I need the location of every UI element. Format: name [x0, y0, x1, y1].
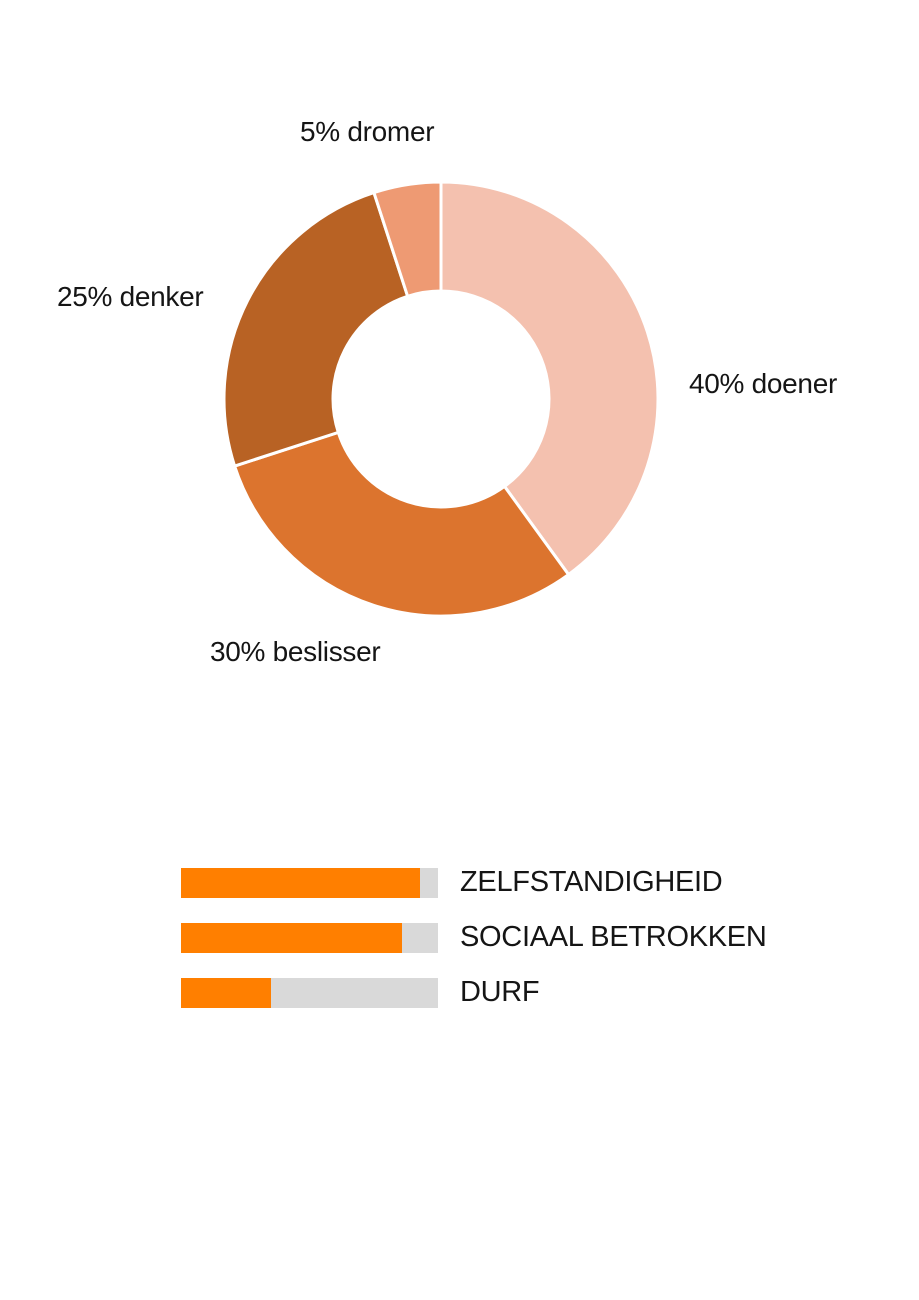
bar-fill	[181, 923, 403, 953]
donut-chart	[222, 180, 660, 618]
skill-bar-zelfstandigheid: ZELFSTANDIGHEID	[181, 866, 781, 898]
donut-slice-dromer	[372, 180, 443, 299]
skill-label: DURF	[460, 976, 540, 1008]
slice-label-denker: 25% denker	[57, 281, 204, 312]
slice-label-doener: 40% doener	[689, 368, 838, 399]
skill-label: SOCIAAL BETROKKEN	[460, 921, 767, 953]
donut-slice-doener	[439, 180, 660, 577]
donut-slice-beslisser	[232, 430, 571, 618]
bar-fill	[181, 978, 271, 1008]
skill-bars: ZELFSTANDIGHEID SOCIAAL BETROKKEN DURF	[181, 866, 781, 1033]
slice-label-dromer: 5% dromer	[300, 116, 435, 147]
skill-label: ZELFSTANDIGHEID	[460, 866, 723, 898]
skill-bar-sociaal-betrokken: SOCIAAL BETROKKEN	[181, 921, 781, 953]
bar-fill	[181, 868, 420, 898]
slice-label-beslisser: 30% beslisser	[210, 636, 381, 667]
donut-slice-denker	[222, 190, 410, 468]
skill-bar-durf: DURF	[181, 976, 781, 1008]
